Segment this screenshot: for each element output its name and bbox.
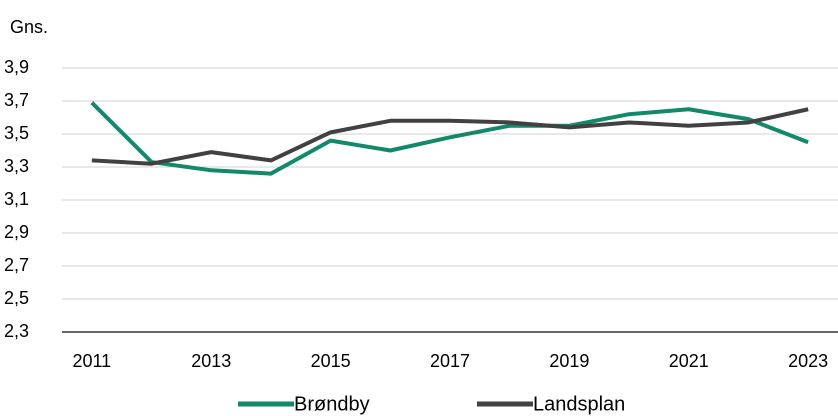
y-tick-label: 3,5 bbox=[4, 123, 29, 143]
y-tick-label: 2,7 bbox=[4, 255, 29, 275]
x-tick-label: 2021 bbox=[669, 351, 709, 371]
legend-label: Landsplan bbox=[533, 393, 625, 415]
y-tick-label: 3,7 bbox=[4, 90, 29, 110]
y-tick-label: 2,9 bbox=[4, 222, 29, 242]
x-tick-label: 2015 bbox=[311, 351, 351, 371]
x-tick-label: 2013 bbox=[191, 351, 231, 371]
x-tick-label: 2019 bbox=[549, 351, 589, 371]
y-tick-label: 2,5 bbox=[4, 288, 29, 308]
series-line bbox=[91, 107, 809, 166]
x-tick-label: 2011 bbox=[72, 351, 111, 371]
y-tick-label: 3,3 bbox=[4, 156, 29, 176]
x-tick-label: 2017 bbox=[430, 351, 470, 371]
y-tick-label: 3,1 bbox=[4, 189, 29, 209]
y-tick-label: 2,3 bbox=[4, 321, 29, 341]
y-tick-label: 3,9 bbox=[4, 57, 29, 77]
legend-label: Brøndby bbox=[294, 393, 370, 415]
x-tick-label: 2023 bbox=[788, 351, 828, 371]
y-axis-label: Gns. bbox=[10, 17, 48, 37]
series-line bbox=[90, 101, 809, 176]
